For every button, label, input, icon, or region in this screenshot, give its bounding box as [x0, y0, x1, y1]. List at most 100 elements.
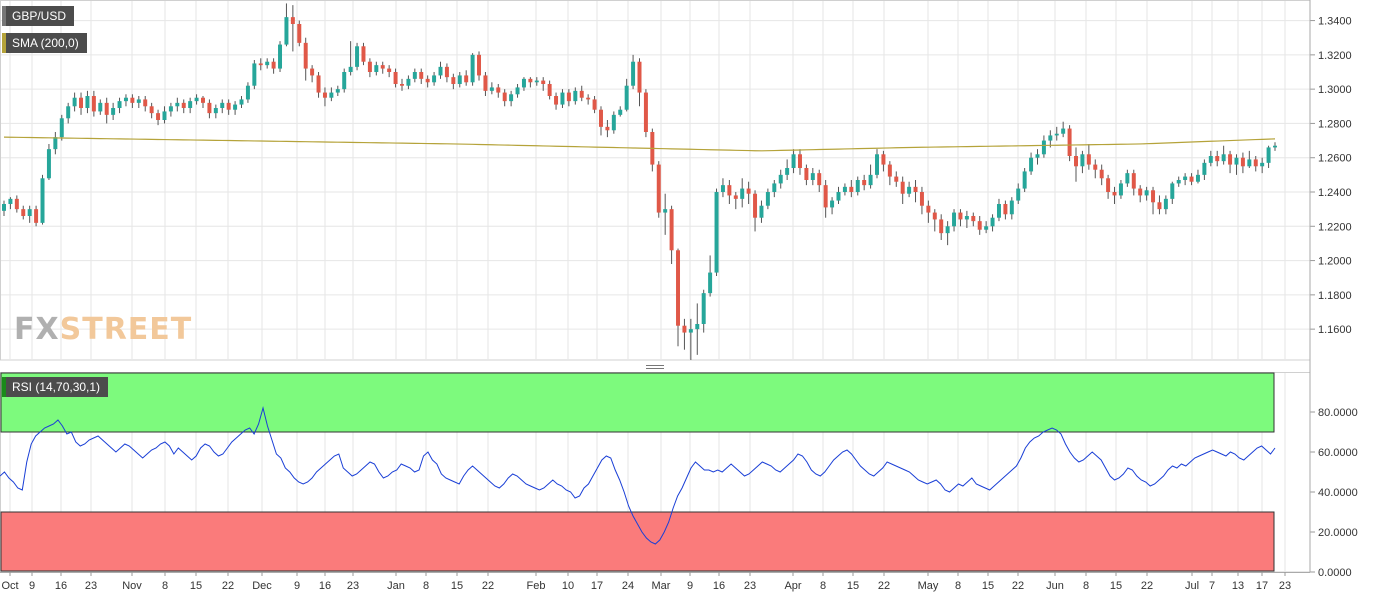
- candle-body: [1253, 159, 1258, 167]
- candle-body: [1093, 164, 1098, 170]
- candle-body: [27, 209, 32, 216]
- candle-up: [509, 90, 514, 107]
- candle-up: [1247, 150, 1252, 168]
- candle-down: [419, 68, 424, 84]
- sma-badge: SMA (200,0): [2, 33, 87, 53]
- candle-up: [830, 197, 835, 215]
- candle-body: [393, 72, 398, 84]
- candle-down: [547, 80, 552, 100]
- candle-body: [387, 68, 392, 72]
- candle-down: [130, 94, 135, 108]
- logo-part-fx: FX: [14, 312, 60, 347]
- x-tick-label: 17: [1256, 580, 1268, 592]
- candle-down: [464, 70, 469, 86]
- candle-up: [855, 176, 860, 196]
- candle-up: [1208, 150, 1213, 167]
- candle-body: [682, 325, 687, 333]
- candle-body: [156, 113, 161, 120]
- candle-body: [534, 80, 539, 83]
- candle-up: [98, 99, 103, 115]
- x-tick-label: 22: [878, 580, 890, 592]
- candle-body: [952, 212, 957, 227]
- candle-body: [643, 92, 648, 132]
- candle-body: [720, 185, 725, 192]
- candle-up: [759, 200, 764, 223]
- candle-up: [515, 84, 520, 98]
- candle-down: [971, 212, 976, 227]
- candle-up: [278, 41, 283, 72]
- candle-body: [688, 329, 693, 333]
- x-tick-label: 8: [423, 580, 429, 592]
- candle-up: [842, 183, 847, 196]
- candle-up: [701, 289, 706, 333]
- candle-body: [188, 101, 193, 108]
- x-tick-label: Oct: [1, 580, 18, 592]
- candle-down: [393, 68, 398, 88]
- candle-body: [271, 61, 276, 69]
- candle-up: [470, 53, 475, 86]
- candle-body: [278, 44, 283, 69]
- x-tick-label: 15: [1110, 580, 1122, 592]
- candle-up: [40, 174, 45, 225]
- candle-up: [875, 149, 880, 179]
- candle-up: [1163, 195, 1168, 215]
- candle-up: [1266, 145, 1271, 168]
- candle-body: [233, 104, 238, 110]
- candle-body: [213, 108, 218, 114]
- candle-up: [489, 82, 494, 95]
- candle-up: [194, 94, 199, 105]
- candle-down: [823, 180, 828, 218]
- pane-splitter-handle[interactable]: [646, 365, 664, 371]
- candle-body: [598, 109, 603, 127]
- candle-down: [1099, 164, 1104, 186]
- candle-body: [1054, 133, 1059, 136]
- candle-down: [1228, 150, 1233, 174]
- candle-down: [676, 248, 681, 347]
- candle-up: [996, 198, 1001, 222]
- candle-body: [1202, 162, 1207, 175]
- candle-up: [1054, 126, 1059, 141]
- candle-up: [611, 111, 616, 134]
- candle-body: [964, 216, 969, 220]
- candle-down: [1131, 169, 1136, 196]
- rsi-y-tick-label: 60.0000: [1318, 447, 1358, 459]
- candle-up: [785, 159, 790, 180]
- candle-body: [875, 154, 880, 175]
- candle-down: [496, 84, 501, 98]
- candle-body: [907, 186, 912, 194]
- candle-up: [1176, 176, 1181, 187]
- candle-up: [123, 94, 128, 107]
- candle-down: [380, 61, 385, 74]
- candle-body: [926, 205, 931, 213]
- candle-up: [984, 221, 989, 234]
- candle-body: [791, 154, 796, 168]
- candle-body: [348, 66, 353, 72]
- candle-up: [175, 97, 180, 112]
- candle-body: [380, 65, 385, 69]
- candle-down: [958, 209, 963, 227]
- rsi-oversold-zone: [0, 511, 1275, 572]
- candle-up: [1221, 145, 1226, 165]
- x-tick-label: 23: [85, 580, 97, 592]
- candle-body: [284, 17, 289, 45]
- candle-body: [592, 99, 597, 110]
- candle-body: [637, 61, 642, 93]
- candle-body: [765, 192, 770, 206]
- candle-down: [156, 109, 161, 126]
- candle-down: [669, 205, 674, 264]
- candle-up: [560, 89, 565, 108]
- x-tick-label: 13: [1232, 580, 1244, 592]
- candle-body: [759, 205, 764, 218]
- candle-up: [1202, 159, 1207, 180]
- candle-down: [79, 92, 84, 115]
- candle-body: [53, 137, 58, 150]
- candle-body: [855, 180, 860, 192]
- candle-body: [329, 92, 334, 98]
- x-tick-label: 8: [955, 580, 961, 592]
- candle-down: [34, 205, 39, 227]
- candle-up: [53, 132, 58, 155]
- candle-body: [1118, 183, 1123, 196]
- candle-body: [958, 212, 963, 220]
- candle-up: [714, 188, 719, 276]
- candle-body: [1176, 180, 1181, 184]
